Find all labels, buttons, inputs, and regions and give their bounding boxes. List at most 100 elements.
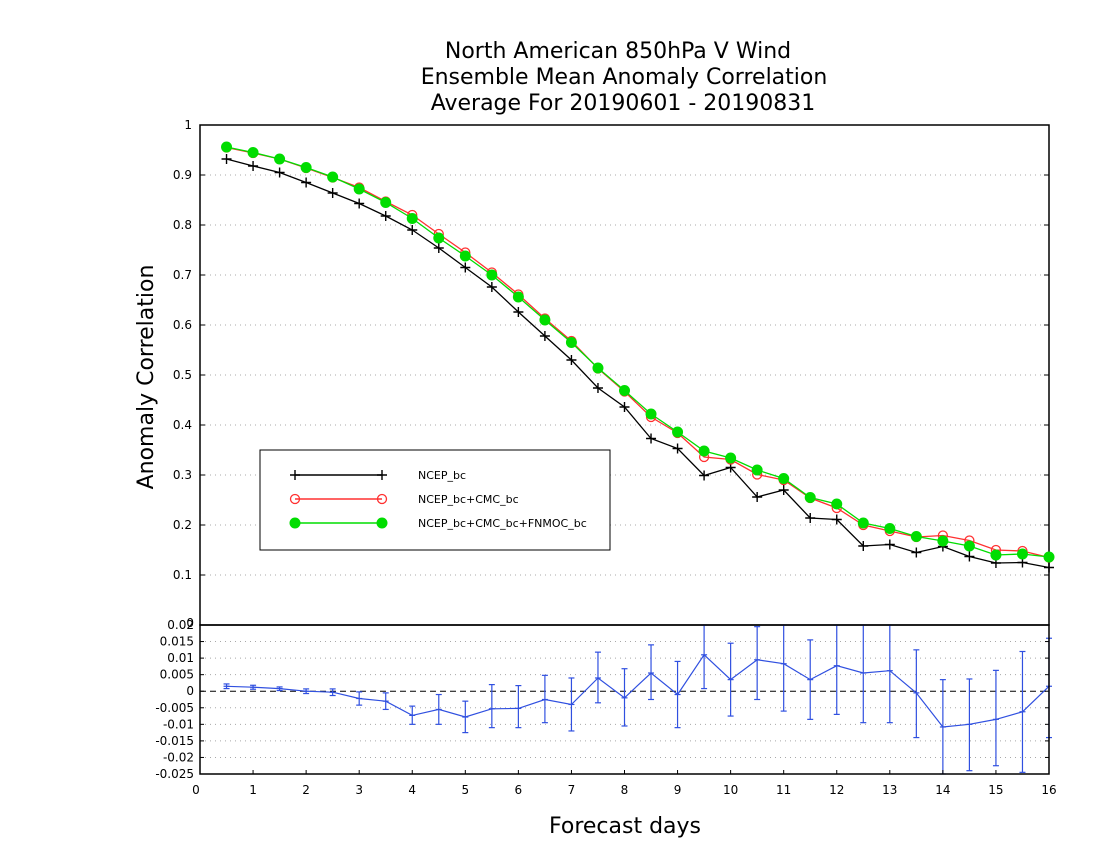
series-2-point	[221, 141, 233, 153]
y-axis-label: Anomaly Correlation	[134, 265, 159, 490]
legend-label-1: NCEP_bc+CMC_bc	[418, 493, 519, 506]
series-2-point	[804, 492, 816, 503]
legend-marker-1	[376, 493, 388, 505]
series-2-point	[937, 535, 949, 547]
series-2-point	[1043, 551, 1055, 563]
series-2-point	[300, 162, 312, 173]
y-tick-label-diff: 0.01	[167, 651, 194, 665]
x-tick-label: 1	[249, 783, 257, 797]
main-plot-panel: 1 0.9 0.8 0.7 0.6 0.5 0.4 0.3 0.2 0.1	[173, 118, 1055, 626]
series-0-point	[248, 161, 259, 171]
series-2-point	[857, 517, 869, 529]
legend-marker-1	[289, 493, 301, 505]
series-0-point	[274, 167, 285, 178]
series-2-point	[459, 250, 471, 262]
series-2-point	[725, 452, 737, 464]
series-0-point	[592, 383, 603, 393]
series-0-point	[407, 225, 418, 235]
y-tick-label-main: 0.4	[173, 418, 192, 432]
x-tick-label: 0	[192, 783, 200, 797]
y-tick-label-diff: -0.01	[163, 717, 194, 731]
series-0-point	[327, 188, 338, 198]
x-tick-label: 11	[776, 783, 791, 797]
x-tick-label: 6	[515, 783, 523, 797]
series-2-point	[645, 408, 657, 420]
series-0-point	[539, 331, 550, 341]
series-0-point	[752, 492, 763, 502]
chart-title-line-2: Ensemble Mean Anomaly Correlation	[421, 65, 828, 90]
x-tick-label: 8	[621, 783, 629, 797]
series-2-point	[565, 337, 577, 348]
series-2-point	[380, 197, 392, 208]
chart-title-line-1: North American 850hPa V Wind	[445, 39, 791, 64]
series-2-point	[539, 314, 551, 326]
legend-marker-2	[376, 517, 388, 529]
x-tick-label: 12	[829, 783, 844, 797]
series-2-point	[698, 445, 710, 457]
series-0-point	[831, 514, 842, 525]
series-0-point	[672, 443, 683, 454]
series-2-point	[778, 473, 790, 484]
x-tick-label: 3	[355, 783, 363, 797]
series-2-point	[831, 498, 843, 510]
series-0-point	[380, 211, 391, 221]
y-tick-label-main: 0.6	[173, 318, 192, 332]
y-tick-label-diff: -0.015	[155, 734, 194, 748]
y-tick-label-diff: 0	[186, 684, 194, 698]
y-tick-label-diff: 0.02	[167, 618, 194, 632]
difference-plot-panel: 0.02 0.015 0.01 0.005 0 -0.005 -0.01 -0.015 -0.0…	[155, 616, 1056, 797]
series-0-point	[486, 282, 497, 292]
series-line-0	[226, 158, 1050, 569]
series-2-point	[990, 549, 1002, 561]
legend: NCEP_bc NCEP_bc+CMC_bc NCEP_bc+CMC_bc+FNMO…	[259, 449, 611, 551]
series-0-point	[778, 485, 789, 495]
series-2-point	[592, 362, 604, 374]
y-tick-label-main: 0.7	[173, 268, 192, 282]
x-tick-label: 16	[1041, 783, 1056, 797]
series-2-point	[751, 464, 763, 476]
y-tick-label-diff-top: 0	[186, 616, 194, 630]
y-tick-label-main: 0.5	[173, 368, 192, 382]
y-tick-label-diff: -0.005	[155, 701, 194, 715]
series-2-point	[884, 523, 896, 534]
series-2-point	[353, 183, 365, 195]
chart-title: North American 850hPa V Wind Ensemble Me…	[421, 39, 828, 116]
legend-label-2: NCEP_bc+CMC_bc+FNMOC_bc	[418, 517, 587, 530]
legend-marker-0	[290, 470, 300, 480]
legend-marker-0	[377, 470, 387, 480]
y-tick-label-main: 0.9	[173, 168, 192, 182]
x-tick-label: 15	[988, 783, 1003, 797]
series-0-point	[964, 551, 975, 562]
x-tick-label: 5	[461, 783, 469, 797]
series-0-point	[301, 177, 312, 188]
y-tick-label-main: 1	[184, 118, 192, 132]
series-0-point	[858, 541, 869, 551]
y-tick-label-diff: 0.005	[160, 668, 194, 682]
series-2-point	[910, 531, 922, 542]
series-2-point	[433, 232, 445, 244]
series-0-point	[354, 198, 365, 209]
x-axis-label: Forecast days	[549, 814, 701, 839]
legend-box	[259, 449, 611, 551]
series-2-point	[327, 171, 339, 183]
series-0-point	[699, 470, 710, 481]
series-2-point	[486, 269, 498, 281]
y-tick-label-main: 0.8	[173, 218, 192, 232]
x-tick-label: 10	[723, 783, 738, 797]
x-tick-label: 7	[568, 783, 576, 797]
series-0-point	[460, 262, 471, 273]
series-2-point	[274, 153, 286, 165]
series-0-point	[884, 539, 895, 550]
legend-label-0: NCEP_bc	[418, 469, 466, 482]
x-tick-label: 14	[935, 783, 950, 797]
series-2-point	[672, 426, 684, 438]
x-tick-label: 4	[408, 783, 416, 797]
y-tick-label-diff: -0.025	[155, 767, 194, 781]
y-tick-label-diff: -0.02	[163, 750, 194, 764]
series-0-point	[566, 355, 577, 365]
series-0-point	[513, 307, 524, 317]
series-0-point	[646, 433, 657, 444]
y-tick-label-main: 0.2	[173, 518, 192, 532]
x-tick-label: 13	[882, 783, 897, 797]
